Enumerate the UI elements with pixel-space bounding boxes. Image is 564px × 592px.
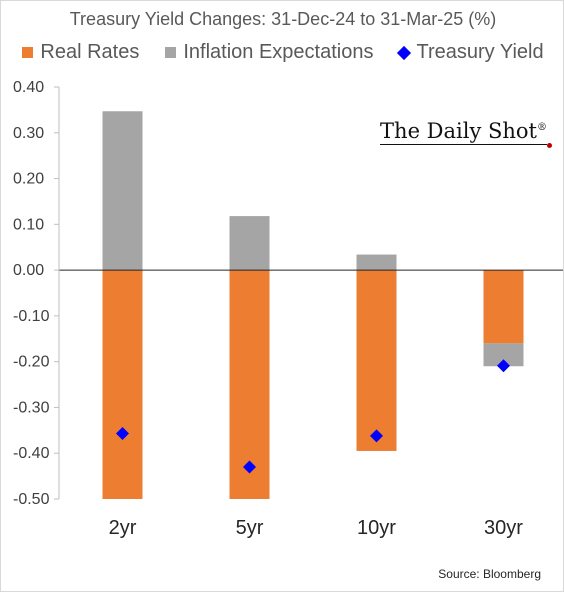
source-note: Source: Bloomberg: [438, 567, 541, 581]
bar-real-rates: [356, 270, 397, 451]
brand-dot-icon: [547, 143, 552, 148]
y-tick-label: -0.40: [13, 445, 50, 462]
legend-swatch-real-rates: [22, 47, 34, 58]
marker-treasury-yield: [497, 359, 510, 373]
x-tick-label: 30yr: [484, 517, 523, 539]
legend-item-inflation-expectations: Inflation Expectations: [165, 41, 373, 64]
legend-item-real-rates: Real Rates: [22, 41, 139, 64]
bar-real-rates: [102, 270, 143, 499]
y-tick-label: 0.20: [13, 171, 44, 188]
y-tick-label: 0.30: [13, 125, 44, 142]
bar-inflation-expectations: [102, 111, 143, 271]
marker-treasury-yield: [370, 429, 383, 443]
x-tick-label: 10yr: [357, 517, 396, 539]
y-tick-label: -0.50: [13, 491, 50, 508]
y-tick-label: 0.00: [13, 262, 44, 279]
y-tick-label: 0.10: [13, 216, 44, 233]
marker-treasury-yield: [116, 427, 129, 441]
bar-inflation-expectations: [356, 254, 397, 271]
legend-label-treasury-yield: Treasury Yield: [416, 41, 544, 63]
y-tick-label: -0.20: [13, 354, 50, 371]
x-tick-label: 5yr: [236, 517, 264, 539]
legend-swatch-inflation-expectations: [165, 47, 177, 58]
legend-label-real-rates: Real Rates: [40, 41, 140, 63]
legend-item-treasury-yield: Treasury Yield: [397, 41, 544, 64]
legend-label-inflation-expectations: Inflation Expectations: [183, 41, 374, 63]
y-tick-label: -0.10: [13, 308, 50, 325]
bar-inflation-expectations: [483, 343, 524, 367]
marker-treasury-yield: [243, 460, 256, 474]
brand-name: The Daily Shot: [380, 119, 537, 143]
y-tick-label: -0.30: [13, 399, 50, 416]
chart-title: Treasury Yield Changes: 31-Dec-24 to 31-…: [69, 9, 497, 29]
legend: Real Rates Inflation Expectations Treasu…: [1, 41, 563, 64]
bar-real-rates: [483, 270, 524, 344]
x-tick-label: 2yr: [109, 517, 137, 539]
y-tick-label: 0.40: [13, 79, 44, 96]
bar-inflation-expectations: [229, 216, 270, 271]
brand-logo: The Daily Shot®: [380, 119, 552, 148]
brand-mark: ®: [537, 122, 547, 133]
